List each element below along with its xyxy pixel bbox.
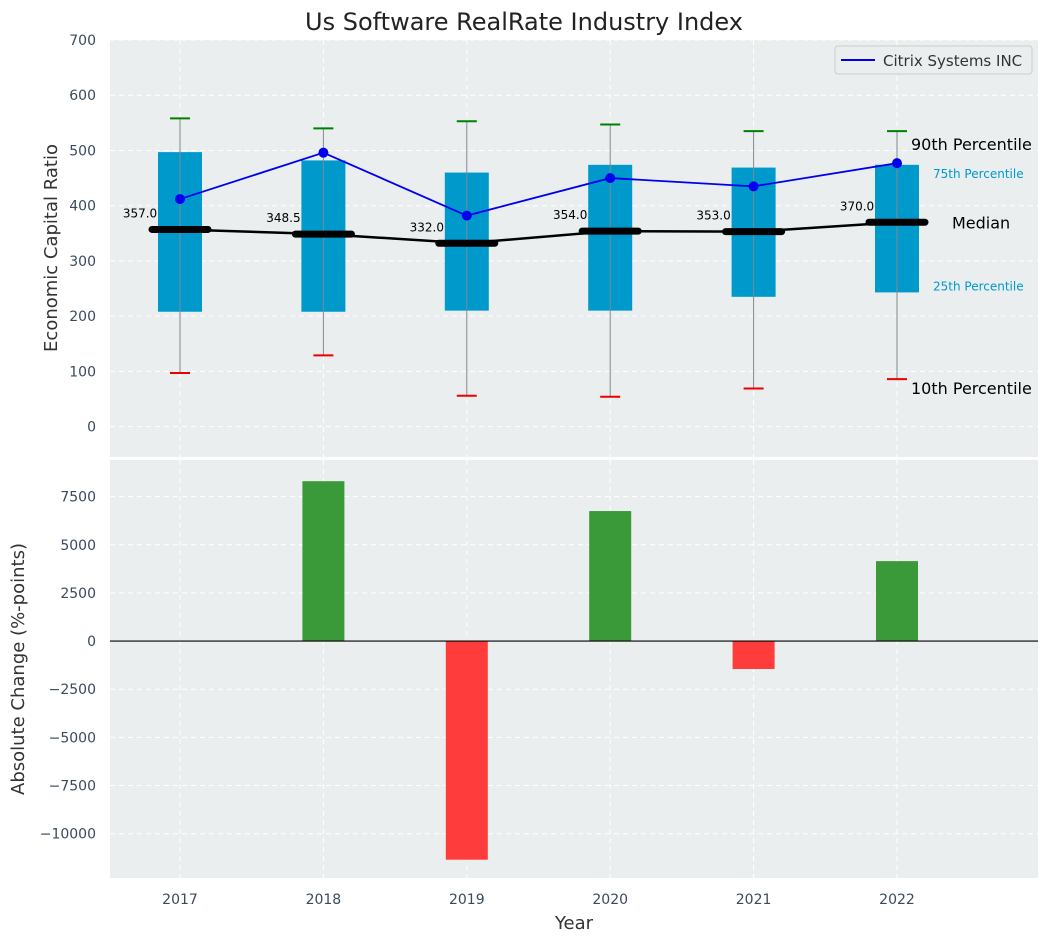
- median-value-label: 332.0: [410, 220, 444, 234]
- x-tick-label: 2019: [449, 892, 485, 908]
- x-tick-label: 2021: [736, 892, 772, 908]
- box-panel-y-label: Economic Capital Ratio: [41, 144, 62, 352]
- top-y-tick-label: 500: [69, 143, 96, 159]
- top-y-tick-label: 600: [69, 88, 96, 104]
- bottom-y-tick-label: 0: [87, 634, 96, 650]
- bar-2018: [302, 481, 345, 642]
- bottom-y-tick-label: 2500: [60, 586, 96, 602]
- percentile-annotations: 90th Percentile 75th Percentile Median 25th…: [911, 135, 1032, 398]
- x-tick-label: 2017: [162, 892, 198, 908]
- top-y-tick-label: 200: [69, 309, 96, 325]
- bottom-y-tick-label: −7500: [49, 779, 96, 795]
- p25-annotation: 25th Percentile: [933, 279, 1024, 293]
- series-point: [892, 158, 902, 169]
- median-value-label: 370.0: [840, 199, 874, 213]
- top-y-tick-label: 700: [69, 33, 96, 49]
- median-line-group: 357.0 348.5 332.0 354.0 353.0 370.0: [123, 199, 929, 247]
- median-value-label: 353.0: [696, 209, 730, 223]
- x-tick-label: 2022: [879, 892, 915, 908]
- p10-annotation: 10th Percentile: [911, 379, 1032, 398]
- series-point: [461, 210, 472, 221]
- bottom-y-tick-label: 7500: [60, 490, 96, 506]
- top-y-tick-label: 400: [69, 199, 96, 215]
- bottom-y-tick-label: −10000: [40, 827, 96, 843]
- bar-2022: [876, 561, 918, 642]
- bar-2021: [732, 641, 775, 669]
- bars: [302, 481, 918, 860]
- box-2020: [588, 123, 633, 398]
- series-line: [179, 151, 898, 217]
- legend-box: [834, 45, 1033, 75]
- legend-label: Citrix Systems INC: [883, 52, 1022, 70]
- bottom-y-tick-label: −5000: [49, 730, 96, 746]
- bottom-y-tick-label: 5000: [60, 538, 96, 554]
- median-value-label: 348.5: [266, 211, 300, 225]
- series-point: [605, 173, 616, 184]
- x-ticks: 2017 2018 2019 2020 2021 2022: [162, 892, 915, 908]
- median-value-label: 357.0: [123, 206, 157, 220]
- series-point: [175, 194, 185, 205]
- x-axis-label: Year: [554, 913, 594, 934]
- company-series: [175, 147, 902, 221]
- p75-annotation: 75th Percentile: [933, 167, 1024, 181]
- top-y-tick-label: 0: [87, 420, 96, 436]
- x-tick-label: 2018: [306, 892, 342, 908]
- median-annotation: Median: [952, 213, 1010, 232]
- box-2022: [875, 130, 919, 381]
- series-point: [318, 147, 329, 158]
- bar-panel-y-label: Absolute Change (%-points): [8, 543, 29, 795]
- series-point: [748, 181, 759, 192]
- p90-annotation: 90th Percentile: [911, 135, 1032, 154]
- x-tick-label: 2020: [592, 892, 628, 908]
- top-y-tick-label: 100: [69, 364, 96, 380]
- bar-2020: [589, 511, 632, 642]
- box-panel-y-ticks: 0 100 200 300 400 500 600 700: [69, 33, 96, 436]
- bar-2019: [445, 641, 488, 860]
- bottom-y-tick-label: −2500: [49, 682, 96, 698]
- legend[interactable]: Citrix Systems INC: [834, 45, 1033, 75]
- bar-panel-background: [110, 460, 1038, 878]
- median-value-label: 354.0: [553, 208, 587, 222]
- chart-title: Us Software RealRate Industry Index: [305, 8, 743, 36]
- bar-panel-y-ticks: −10000 −7500 −5000 −2500 0 2500 5000 7500: [40, 490, 96, 843]
- top-y-tick-label: 300: [69, 254, 96, 270]
